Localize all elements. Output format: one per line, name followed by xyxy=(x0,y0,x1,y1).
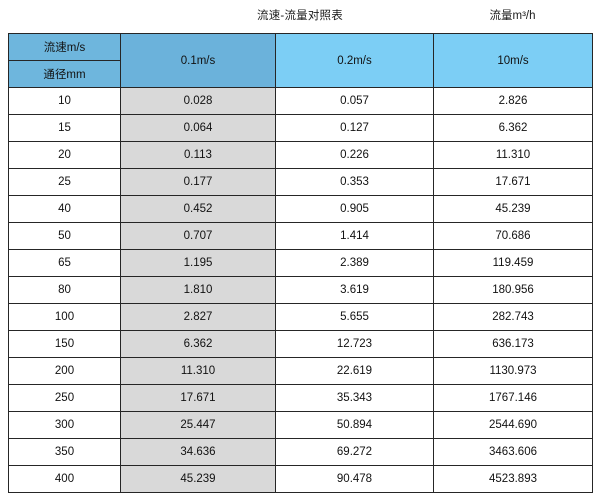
cell-flow-2: 6.362 xyxy=(433,114,593,142)
table-body: 10 0.028 0.057 2.826 15 0.064 0.127 6.362 20 0.11… xyxy=(8,87,593,493)
chart-title: 流速-流量对照表 xyxy=(257,10,343,22)
cell-flow-2: 1767.146 xyxy=(433,384,593,412)
cell-flow-2: 2.826 xyxy=(433,87,593,115)
cell-flow-1: 12.723 xyxy=(275,330,434,358)
cell-flow-2: 11.310 xyxy=(433,141,593,169)
cell-flow-2: 70.686 xyxy=(433,222,593,250)
cell-flow-1: 2.389 xyxy=(275,249,434,277)
table-row: 150 6.362 12.723 636.173 xyxy=(8,330,593,358)
cell-flow-2: 45.239 xyxy=(433,195,593,223)
cell-flow-0: 0.707 xyxy=(120,222,276,250)
cell-diameter: 400 xyxy=(8,465,121,493)
table-row: 300 25.447 50.894 2544.690 xyxy=(8,411,593,439)
flow-velocity-table-container: 流速m/s 0.1m/s 0.2m/s 10m/s 通径mm 10 0.028 0.… xyxy=(8,33,593,493)
cell-diameter: 20 xyxy=(8,141,121,169)
cell-diameter: 15 xyxy=(8,114,121,142)
cell-diameter: 250 xyxy=(8,384,121,412)
cell-flow-1: 3.619 xyxy=(275,276,434,304)
cell-flow-2: 3463.606 xyxy=(433,438,593,466)
table-row: 80 1.810 3.619 180.956 xyxy=(8,276,593,304)
header-row-top: 流速m/s 0.1m/s 0.2m/s 10m/s xyxy=(8,33,593,88)
cell-diameter: 300 xyxy=(8,411,121,439)
corner-header-velocity: 流速m/s xyxy=(8,33,121,61)
column-header-0[interactable]: 0.1m/s xyxy=(120,33,276,88)
column-header-2[interactable]: 10m/s xyxy=(433,33,593,88)
cell-flow-1: 35.343 xyxy=(275,384,434,412)
cell-flow-2: 180.956 xyxy=(433,276,593,304)
cell-flow-2: 119.459 xyxy=(433,249,593,277)
cell-flow-0: 0.028 xyxy=(120,87,276,115)
table-row: 50 0.707 1.414 70.686 xyxy=(8,222,593,250)
cell-flow-2: 17.671 xyxy=(433,168,593,196)
cell-flow-1: 0.905 xyxy=(275,195,434,223)
caption-strip: 流速-流量对照表 流量m³/h xyxy=(0,0,600,30)
cell-flow-0: 17.671 xyxy=(120,384,276,412)
cell-flow-1: 69.272 xyxy=(275,438,434,466)
cell-flow-1: 0.226 xyxy=(275,141,434,169)
cell-flow-1: 0.057 xyxy=(275,87,434,115)
cell-flow-2: 2544.690 xyxy=(433,411,593,439)
cell-flow-2: 1130.973 xyxy=(433,357,593,385)
cell-flow-0: 0.177 xyxy=(120,168,276,196)
cell-flow-1: 0.127 xyxy=(275,114,434,142)
table-row: 200 11.310 22.619 1130.973 xyxy=(8,357,593,385)
table-header: 流速m/s 0.1m/s 0.2m/s 10m/s 通径mm xyxy=(8,33,593,88)
cell-flow-0: 2.827 xyxy=(120,303,276,331)
cell-flow-0: 45.239 xyxy=(120,465,276,493)
cell-diameter: 40 xyxy=(8,195,121,223)
table-row: 25 0.177 0.353 17.671 xyxy=(8,168,593,196)
cell-flow-1: 1.414 xyxy=(275,222,434,250)
flow-velocity-table: 流速m/s 0.1m/s 0.2m/s 10m/s 通径mm 10 0.028 0.… xyxy=(8,33,593,493)
cell-flow-0: 1.810 xyxy=(120,276,276,304)
cell-diameter: 200 xyxy=(8,357,121,385)
cell-flow-0: 34.636 xyxy=(120,438,276,466)
table-row: 15 0.064 0.127 6.362 xyxy=(8,114,593,142)
table-row: 400 45.239 90.478 4523.893 xyxy=(8,465,593,493)
cell-flow-0: 0.064 xyxy=(120,114,276,142)
cell-flow-1: 0.353 xyxy=(275,168,434,196)
table-row: 100 2.827 5.655 282.743 xyxy=(8,303,593,331)
cell-flow-2: 636.173 xyxy=(433,330,593,358)
cell-diameter: 50 xyxy=(8,222,121,250)
cell-flow-0: 0.452 xyxy=(120,195,276,223)
cell-flow-0: 6.362 xyxy=(120,330,276,358)
cell-diameter: 350 xyxy=(8,438,121,466)
cell-flow-1: 5.655 xyxy=(275,303,434,331)
table-row: 20 0.113 0.226 11.310 xyxy=(8,141,593,169)
cell-flow-1: 22.619 xyxy=(275,357,434,385)
cell-flow-0: 11.310 xyxy=(120,357,276,385)
cell-diameter: 65 xyxy=(8,249,121,277)
table-row: 350 34.636 69.272 3463.606 xyxy=(8,438,593,466)
cell-flow-2: 4523.893 xyxy=(433,465,593,493)
cell-diameter: 25 xyxy=(8,168,121,196)
cell-diameter: 100 xyxy=(8,303,121,331)
corner-header-diameter: 通径mm xyxy=(8,60,121,88)
table-row: 40 0.452 0.905 45.239 xyxy=(8,195,593,223)
table-row: 10 0.028 0.057 2.826 xyxy=(8,87,593,115)
flow-unit-label: 流量m³/h xyxy=(489,10,536,22)
cell-flow-2: 282.743 xyxy=(433,303,593,331)
column-header-1[interactable]: 0.2m/s xyxy=(275,33,434,88)
cell-flow-0: 0.113 xyxy=(120,141,276,169)
cell-flow-0: 1.195 xyxy=(120,249,276,277)
cell-diameter: 80 xyxy=(8,276,121,304)
cell-diameter: 10 xyxy=(8,87,121,115)
cell-diameter: 150 xyxy=(8,330,121,358)
cell-flow-1: 50.894 xyxy=(275,411,434,439)
table-row: 250 17.671 35.343 1767.146 xyxy=(8,384,593,412)
cell-flow-1: 90.478 xyxy=(275,465,434,493)
table-row: 65 1.195 2.389 119.459 xyxy=(8,249,593,277)
cell-flow-0: 25.447 xyxy=(120,411,276,439)
